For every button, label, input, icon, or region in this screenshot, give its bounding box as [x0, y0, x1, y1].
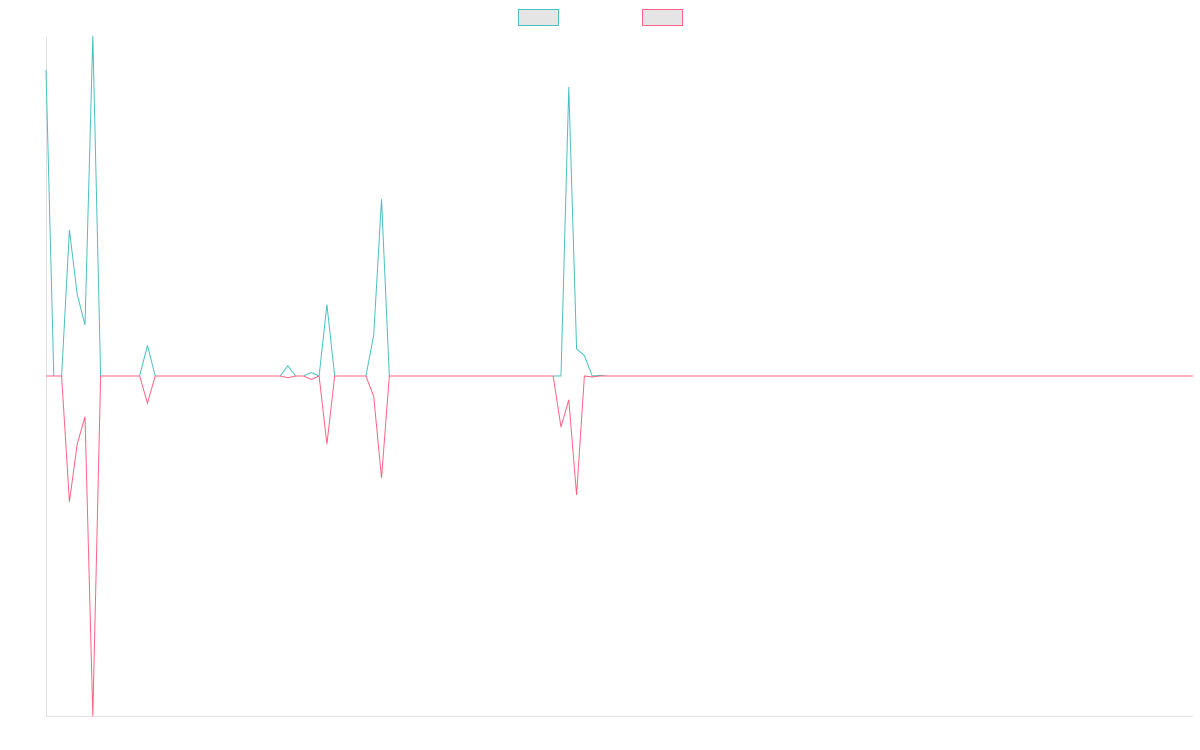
- legend-swatch-1[interactable]: [518, 9, 559, 26]
- series-line-1: [45, 35, 1193, 377]
- series-line-2: [46, 375, 1193, 717]
- legend-swatch-2[interactable]: [642, 9, 683, 26]
- plot-area: [45, 35, 1193, 717]
- chart-legend[interactable]: [518, 9, 683, 26]
